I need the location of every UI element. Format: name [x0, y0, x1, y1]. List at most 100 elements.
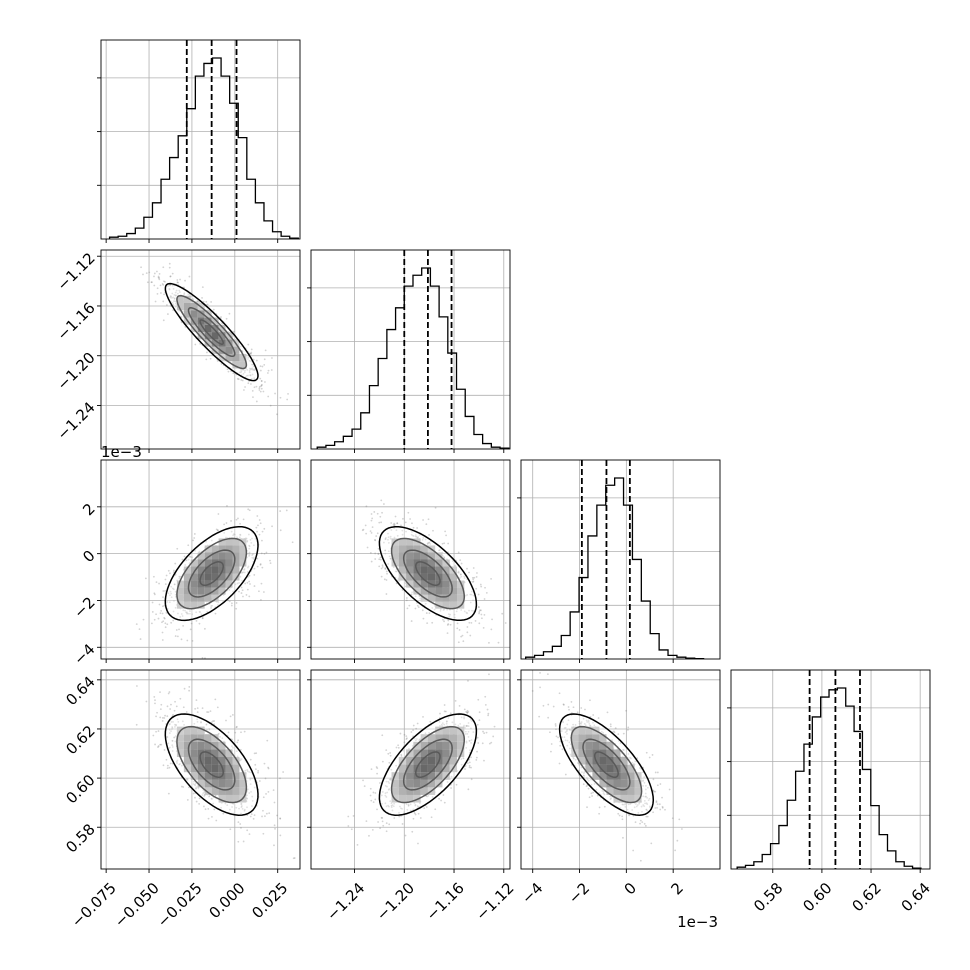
panel-frame-3-3 [730, 669, 931, 870]
density-cell [420, 566, 428, 574]
y-tick-label-2-2: 0 [79, 547, 98, 566]
density-cell [420, 580, 428, 588]
x-tick-label-1-0: −1.24 [323, 879, 368, 924]
density-cell [218, 794, 226, 803]
x-tick-label-0-0: −0.075 [68, 879, 120, 931]
density-cell [613, 756, 621, 765]
contour-1-0-1 [187, 307, 236, 358]
density-cell [406, 772, 414, 780]
density-cell [197, 324, 205, 333]
contour-3-2-0 [593, 751, 619, 778]
panel-2-0: −4 −2 0 2 [70, 459, 301, 669]
density-cell [442, 566, 450, 574]
density-cell [190, 310, 198, 318]
density-cell [239, 779, 247, 788]
density-cell [197, 566, 205, 574]
density-cell [225, 573, 233, 581]
density-cell [204, 317, 212, 325]
density-cell [398, 764, 407, 773]
density-cell [183, 726, 191, 735]
density-cell [211, 573, 219, 581]
plot-area-1-0 [140, 262, 289, 416]
density-cell [406, 566, 414, 574]
density-cell [190, 749, 198, 757]
density-cell [204, 787, 212, 795]
density-cell [190, 559, 198, 567]
density-cell [232, 772, 240, 780]
density-cell [211, 734, 219, 742]
density-cell [204, 339, 212, 347]
density-cell [435, 779, 443, 788]
density-cell [190, 772, 198, 780]
density-cell [197, 741, 205, 750]
density-cell [183, 601, 191, 609]
density-cell [211, 324, 219, 333]
x-tick-label-3-2: 0.62 [848, 879, 884, 915]
density-cell [442, 772, 450, 780]
density-cell [457, 741, 465, 750]
density-cell [225, 772, 233, 780]
density-cell [634, 787, 642, 795]
density-cell [183, 580, 191, 588]
x-tick-label-0-3: 0.000 [205, 879, 248, 922]
contour-3-1-1 [402, 738, 453, 791]
density-cell [239, 787, 247, 795]
density-cell [427, 573, 436, 581]
density-cell [592, 772, 600, 780]
panel-2-2 [517, 459, 721, 663]
panel-2-1 [307, 459, 511, 663]
density-cell [449, 573, 458, 581]
density-cell [197, 587, 205, 595]
contour-3-1-2 [390, 725, 466, 804]
density-cell [585, 756, 593, 765]
density-cell [218, 756, 226, 765]
x-tick-label-3-0: 0.58 [750, 879, 786, 915]
density-cell [627, 794, 635, 803]
density-cell [211, 741, 219, 750]
density-cell [183, 741, 191, 750]
contour-3-0-2 [176, 725, 248, 804]
density-cell [197, 317, 205, 325]
density-cell [204, 756, 212, 765]
y-tick-label-3-2: 0.62 [62, 722, 98, 758]
density-cell [627, 764, 635, 773]
density-cell [197, 779, 205, 788]
y-tick-label-1-0: −1.24 [53, 398, 98, 443]
density-cell [190, 756, 198, 765]
density-cell [427, 756, 436, 765]
density-cell [620, 787, 628, 795]
contour-3-2-1 [582, 738, 631, 791]
density-cell [190, 317, 198, 325]
density-cell [427, 552, 436, 560]
density-cell [620, 794, 628, 803]
density-cell [442, 764, 450, 773]
density-cell [225, 545, 233, 553]
density-cell [592, 764, 600, 773]
density-cell [613, 787, 621, 795]
density-cell [225, 580, 233, 588]
contour-3-2-3 [558, 713, 655, 816]
density-cell [204, 772, 212, 780]
plot-area-3-1 [347, 673, 496, 846]
density-cell [606, 741, 614, 750]
density-cell [398, 538, 407, 546]
density-cell [225, 756, 233, 765]
density-cell [406, 756, 414, 765]
density-cell [232, 346, 240, 354]
density-cell [225, 353, 233, 362]
contour-2-1-3 [378, 526, 478, 622]
density-cell [427, 587, 436, 595]
density-cell [413, 749, 421, 757]
density-cell [620, 779, 628, 788]
plot-area-2-2 [525, 460, 705, 659]
density-cell [435, 552, 443, 560]
density-cell [176, 734, 184, 742]
density-cell [435, 587, 443, 595]
density-cell [239, 552, 247, 560]
density-cell [176, 594, 184, 602]
x-tick-label-2-3: 2 [667, 879, 686, 898]
density-cell [442, 749, 450, 757]
density-cell [571, 726, 579, 735]
y-tick-label-2-0: −4 [70, 640, 98, 668]
plot-area-0-0 [108, 40, 299, 239]
